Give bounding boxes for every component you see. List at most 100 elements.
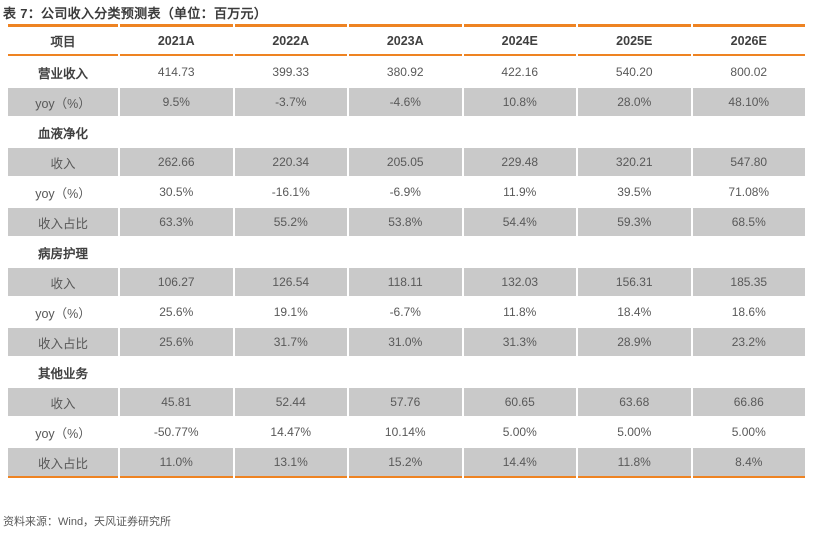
value-cell [234, 358, 347, 386]
value-cell: 57.76 [349, 388, 462, 416]
value-cell: 28.0% [578, 88, 691, 116]
value-cell [234, 118, 347, 146]
value-cell: 540.20 [578, 58, 691, 86]
table-title: 表 7：公司收入分类预测表（单位：百万元） [3, 6, 268, 21]
value-cell: 422.16 [463, 58, 576, 86]
value-cell: 39.5% [578, 178, 691, 206]
table-body: 营业收入 414.73 399.33 380.92 422.16 540.20 800.02… [8, 58, 805, 478]
value-cell: 53.8% [349, 208, 462, 236]
data-row: 收入占比 63.3% 55.2% 53.8% 54.4% 59.3% 68.5% [8, 208, 805, 236]
value-cell: 14.47% [234, 418, 347, 446]
column-header-year: 2024E [463, 24, 576, 56]
value-cell: 11.9% [463, 178, 576, 206]
value-cell: 25.6% [120, 298, 233, 326]
column-header-year: 2021A [120, 24, 233, 56]
section-row: 营业收入 414.73 399.33 380.92 422.16 540.20 800.02 [8, 58, 805, 86]
column-header-year: 2023A [349, 24, 462, 56]
value-cell: 10.14% [349, 418, 462, 446]
value-cell: 59.3% [578, 208, 691, 236]
section-row: 其他业务 [8, 358, 805, 386]
data-row: 收入占比 11.0% 13.1% 15.2% 14.4% 11.8% 8.4% [8, 448, 805, 478]
row-label: 收入 [8, 148, 118, 176]
value-cell [349, 358, 462, 386]
value-cell: 10.8% [463, 88, 576, 116]
row-label: yoy（%） [8, 88, 118, 116]
value-cell: -50.77% [120, 418, 233, 446]
value-cell: 126.54 [234, 268, 347, 296]
value-cell: 106.27 [120, 268, 233, 296]
value-cell: 18.6% [692, 298, 805, 326]
value-cell: 15.2% [349, 448, 462, 478]
data-row: 收入 45.81 52.44 57.76 60.65 63.68 66.86 [8, 388, 805, 416]
data-row: yoy（%） 9.5% -3.7% -4.6% 10.8% 28.0% 48.10% [8, 88, 805, 116]
value-cell: 68.5% [692, 208, 805, 236]
value-cell: 220.34 [234, 148, 347, 176]
row-label: yoy（%） [8, 298, 118, 326]
row-label: 其他业务 [8, 358, 118, 386]
value-cell: 5.00% [463, 418, 576, 446]
data-row: 收入 106.27 126.54 118.11 132.03 156.31 185.35 [8, 268, 805, 296]
value-cell: 380.92 [349, 58, 462, 86]
value-cell [463, 118, 576, 146]
value-cell: 399.33 [234, 58, 347, 86]
value-cell: 8.4% [692, 448, 805, 478]
table-header: 项目 2021A 2022A 2023A 2024E 2025E 2026E [8, 24, 805, 56]
value-cell [463, 358, 576, 386]
value-cell: 156.31 [578, 268, 691, 296]
section-row: 病房护理 [8, 238, 805, 266]
value-cell [349, 118, 462, 146]
value-cell: 320.21 [578, 148, 691, 176]
source-note: 资料来源：Wind，天风证券研究所 [3, 516, 172, 528]
value-cell: 205.05 [349, 148, 462, 176]
value-cell: 60.65 [463, 388, 576, 416]
data-row: yoy（%） 30.5% -16.1% -6.9% 11.9% 39.5% 71.08% [8, 178, 805, 206]
value-cell: 185.35 [692, 268, 805, 296]
value-cell: 118.11 [349, 268, 462, 296]
row-label: yoy（%） [8, 178, 118, 206]
value-cell: -6.7% [349, 298, 462, 326]
row-label: 收入占比 [8, 208, 118, 236]
value-cell: 11.8% [578, 448, 691, 478]
value-cell: 25.6% [120, 328, 233, 356]
value-cell: 66.86 [692, 388, 805, 416]
value-cell [349, 238, 462, 266]
value-cell [120, 118, 233, 146]
value-cell: 13.1% [234, 448, 347, 478]
value-cell: 23.2% [692, 328, 805, 356]
row-label: 收入占比 [8, 328, 118, 356]
value-cell: 132.03 [463, 268, 576, 296]
value-cell: 55.2% [234, 208, 347, 236]
value-cell: 63.68 [578, 388, 691, 416]
value-cell: 31.7% [234, 328, 347, 356]
value-cell: 63.3% [120, 208, 233, 236]
section-row: 血液净化 [8, 118, 805, 146]
value-cell [692, 358, 805, 386]
row-label: yoy（%） [8, 418, 118, 446]
value-cell: 31.0% [349, 328, 462, 356]
value-cell: 5.00% [578, 418, 691, 446]
value-cell: 262.66 [120, 148, 233, 176]
value-cell: 52.44 [234, 388, 347, 416]
revenue-forecast-table: 项目 2021A 2022A 2023A 2024E 2025E 2026E 营业收入 414… [6, 22, 807, 480]
value-cell [578, 118, 691, 146]
value-cell: 71.08% [692, 178, 805, 206]
value-cell: 54.4% [463, 208, 576, 236]
column-header-item: 项目 [8, 24, 118, 56]
row-label: 血液净化 [8, 118, 118, 146]
value-cell: -6.9% [349, 178, 462, 206]
row-label: 收入占比 [8, 448, 118, 478]
value-cell: 14.4% [463, 448, 576, 478]
value-cell: 11.8% [463, 298, 576, 326]
header-row: 项目 2021A 2022A 2023A 2024E 2025E 2026E [8, 24, 805, 56]
value-cell: -4.6% [349, 88, 462, 116]
value-cell: -3.7% [234, 88, 347, 116]
data-row: 收入 262.66 220.34 205.05 229.48 320.21 547.80 [8, 148, 805, 176]
value-cell [234, 238, 347, 266]
value-cell [692, 118, 805, 146]
value-cell: 28.9% [578, 328, 691, 356]
value-cell: 30.5% [120, 178, 233, 206]
column-header-year: 2026E [692, 24, 805, 56]
data-row: yoy（%） -50.77% 14.47% 10.14% 5.00% 5.00% 5.00% [8, 418, 805, 446]
value-cell: 9.5% [120, 88, 233, 116]
